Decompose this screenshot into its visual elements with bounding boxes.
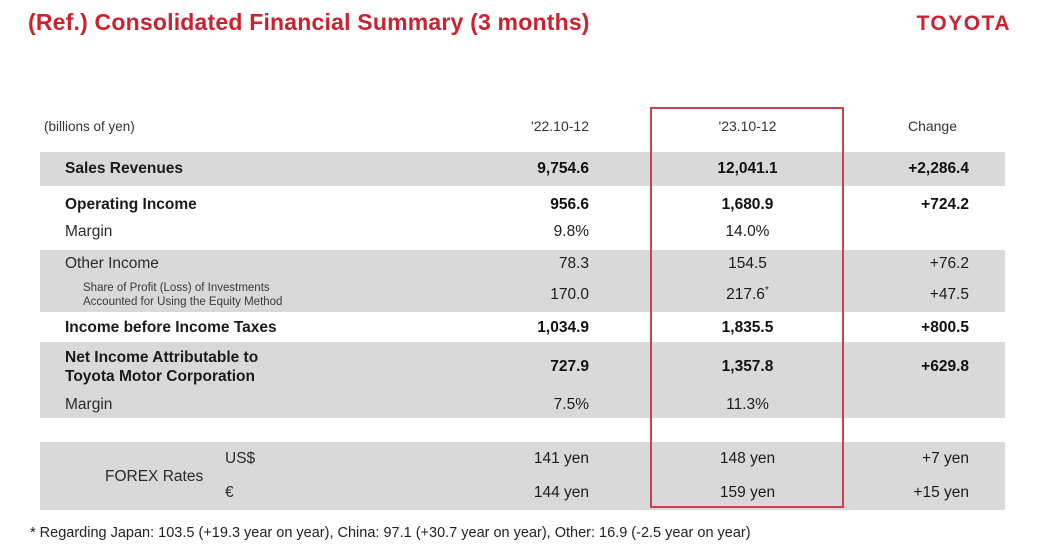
row-label: Income before Income Taxes <box>65 318 277 336</box>
table-row-forex-usd: US$ 141 yen 148 yen +7 yen <box>40 442 1005 476</box>
row-label: Net Income Attributable to Toyota Motor … <box>40 348 400 386</box>
value-prev: 7.5% <box>553 396 589 413</box>
value-prev: 1,034.9 <box>537 318 589 336</box>
column-header-change: Change <box>907 118 957 134</box>
row-label: Margin <box>65 223 113 240</box>
row-band-net-income <box>40 342 1005 418</box>
table-row-forex-eur: € 144 yen 159 yen +15 yen <box>40 476 1005 510</box>
table-row-sales-revenues: Sales Revenues 9,754.6 12,041.1 +2,286.4 <box>40 152 1005 186</box>
value-change: +7 yen <box>922 450 969 467</box>
value-curr: 154.5 <box>728 254 767 272</box>
value-prev: 170.0 <box>550 285 589 303</box>
column-header-prev-period: '22.10-12 <box>531 118 589 134</box>
value-prev: 144 yen <box>533 484 589 501</box>
table-row-net-margin: Margin 7.5% 11.3% <box>40 392 1005 418</box>
row-label: Sales Revenues <box>65 160 184 177</box>
forex-rates-label: FOREX Rates <box>105 468 204 485</box>
value-curr: 1,357.8 <box>721 358 774 375</box>
value-change: +76.2 <box>929 254 969 272</box>
value-curr: 12,041.1 <box>717 160 778 177</box>
value-curr: 1,835.5 <box>721 318 774 336</box>
row-label-line2: Accounted for Using the Equity Method <box>83 295 283 308</box>
table-row-net-income: Net Income Attributable to Toyota Motor … <box>40 342 1005 392</box>
value-change: +2,286.4 <box>908 160 969 177</box>
value-change: +724.2 <box>921 196 969 213</box>
toyota-logo: TOYOTA <box>916 12 1011 35</box>
value-prev: 9.8% <box>553 223 589 240</box>
column-header-curr-period: '23.10-12 <box>718 118 777 134</box>
unit-label: (billions of yen) <box>44 118 135 134</box>
value-prev: 727.9 <box>550 358 589 375</box>
value-curr: 11.3% <box>726 396 769 413</box>
row-label: Other Income <box>65 254 159 272</box>
table-row-other-income: Other Income 78.3 154.5 +76.2 <box>40 250 1005 277</box>
table-header-row: (billions of yen) '22.10-12 '23.10-12 Ch… <box>40 112 1005 140</box>
forex-band <box>40 442 1005 510</box>
table-row-income-before-taxes: Income before Income Taxes 1,034.9 1,835… <box>40 314 1005 341</box>
value-prev: 956.6 <box>550 196 589 213</box>
row-label: Margin <box>65 396 113 413</box>
currency-label-eur: € <box>225 484 234 501</box>
value-change: +800.5 <box>921 318 969 336</box>
value-prev: 78.3 <box>558 254 589 272</box>
value-curr: 1,680.9 <box>721 196 774 213</box>
value-change: +629.8 <box>921 358 969 375</box>
footnote: * Regarding Japan: 103.5 (+19.3 year on … <box>30 525 751 541</box>
value-prev: 9,754.6 <box>537 160 589 177</box>
table-row-operating-margin: Margin 9.8% 14.0% <box>40 218 1005 246</box>
row-label-line1: Net Income Attributable to <box>65 349 259 366</box>
row-label: Share of Profit (Loss) of Investments Ac… <box>40 281 400 309</box>
value-change: +47.5 <box>929 285 969 303</box>
row-label: Operating Income <box>65 196 197 213</box>
value-curr: 159 yen <box>719 484 776 501</box>
footnote-marker: * <box>764 284 769 296</box>
value-change: +15 yen <box>913 484 969 501</box>
row-band-other-income <box>40 250 1005 312</box>
value-curr: 148 yen <box>719 450 776 467</box>
value-curr: 217.6* <box>726 284 769 303</box>
table-row-equity-method-investments: Share of Profit (Loss) of Investments Ac… <box>40 277 1005 312</box>
currency-label-usd: US$ <box>225 450 256 467</box>
table-row-operating-income: Operating Income 956.6 1,680.9 +724.2 <box>40 190 1005 220</box>
value-prev: 141 yen <box>533 450 589 467</box>
page-title: (Ref.) Consolidated Financial Summary (3… <box>28 9 590 35</box>
value-curr: 14.0% <box>725 223 770 240</box>
row-label-line1: Share of Profit (Loss) of Investments <box>83 281 270 294</box>
row-label-line2: Toyota Motor Corporation <box>65 368 255 385</box>
